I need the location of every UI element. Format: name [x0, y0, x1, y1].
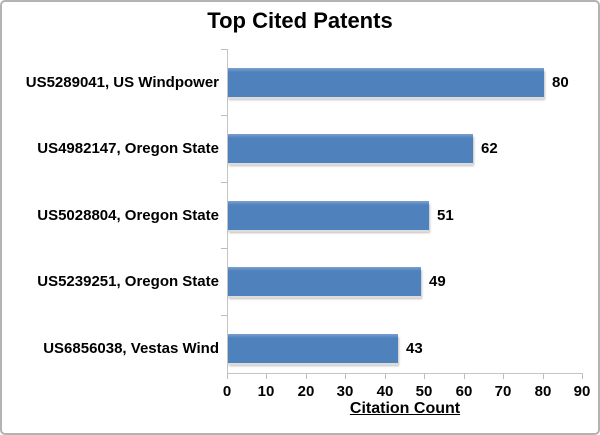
y-tick	[221, 248, 227, 249]
x-tick-label: 70	[494, 383, 512, 400]
bar	[228, 334, 398, 363]
value-label: 51	[437, 207, 454, 224]
chart-title: Top Cited Patents	[207, 8, 393, 33]
x-tick-label: 0	[222, 383, 232, 400]
x-tick	[306, 374, 307, 379]
y-tick	[221, 115, 227, 116]
x-tick	[424, 374, 425, 379]
x-tick-label: 40	[376, 383, 394, 400]
bar	[228, 68, 544, 97]
x-tick-label: 10	[257, 383, 275, 400]
x-tick-label: 80	[534, 383, 552, 400]
x-tick	[464, 374, 465, 379]
x-tick-label: 30	[336, 383, 354, 400]
x-tick	[266, 374, 267, 379]
bar	[228, 267, 421, 296]
bar	[228, 201, 429, 230]
value-label: 49	[429, 273, 446, 290]
y-axis-line	[227, 49, 228, 373]
x-tick	[385, 374, 386, 379]
category-label: US5239251, Oregon State	[37, 273, 219, 290]
bar	[228, 134, 473, 163]
y-tick	[221, 315, 227, 316]
value-label: 80	[552, 74, 569, 91]
x-tick-label: 60	[455, 383, 473, 400]
x-tick	[582, 374, 583, 379]
x-tick-label: 90	[573, 383, 591, 400]
x-tick	[227, 374, 228, 379]
category-label: US5028804, Oregon State	[37, 207, 219, 224]
x-tick	[503, 374, 504, 379]
category-label: US6856038, Vestas Wind	[43, 340, 219, 357]
x-axis-title: Citation Count	[349, 400, 461, 417]
y-tick	[221, 182, 227, 183]
y-tick	[221, 49, 227, 50]
x-tick	[543, 374, 544, 379]
x-axis-line	[227, 373, 583, 374]
value-label: 62	[481, 140, 498, 157]
x-tick-label: 20	[297, 383, 315, 400]
value-label: 43	[406, 340, 423, 357]
x-tick-label: 50	[415, 383, 433, 400]
category-label: US4982147, Oregon State	[37, 140, 219, 157]
x-tick	[345, 374, 346, 379]
category-label: US5289041, US Windpower	[25, 74, 219, 91]
